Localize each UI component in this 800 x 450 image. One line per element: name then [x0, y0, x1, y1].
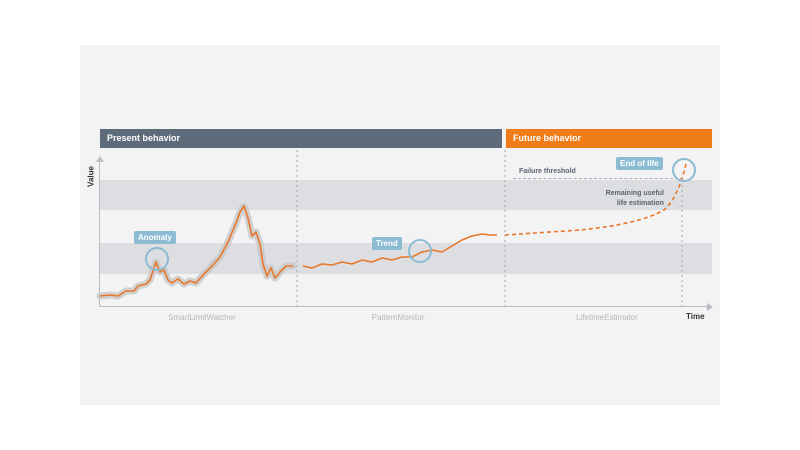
section-label-patternmonitor: PatternMonitor: [371, 313, 425, 322]
failure-threshold-label: Failure threshold: [519, 168, 576, 175]
future-behavior-header: Future behavior: [506, 129, 712, 148]
failure-threshold-line: [513, 178, 683, 179]
signal-line-future: [504, 163, 687, 236]
section-label-lifetimeestimator: LifetimeEstimator: [576, 313, 638, 322]
trend-callout: Trend: [372, 237, 402, 250]
signal-line-trend: [302, 233, 497, 269]
y-axis: [99, 160, 100, 307]
trend-circle-icon: [408, 239, 432, 263]
remaining-life-label: Remaining useful life estimation: [605, 190, 664, 207]
x-axis: [99, 306, 708, 307]
end-of-life-callout: End of life: [616, 157, 663, 170]
section-label-smartlimitwatcher: SmartLimitWatcher: [168, 313, 236, 322]
end-of-life-circle-icon: [672, 158, 696, 182]
y-axis-arrow-icon: [96, 156, 104, 162]
x-axis-label: Time: [686, 312, 705, 321]
threshold-band-upper: [100, 180, 712, 210]
present-behavior-header: Present behavior: [100, 129, 502, 148]
normal-band-lower: [100, 243, 712, 274]
x-axis-arrow-icon: [707, 303, 713, 311]
signal-line-present: [99, 205, 293, 297]
anomaly-callout: Anomaly: [134, 231, 176, 244]
anomaly-circle-icon: [145, 247, 169, 271]
